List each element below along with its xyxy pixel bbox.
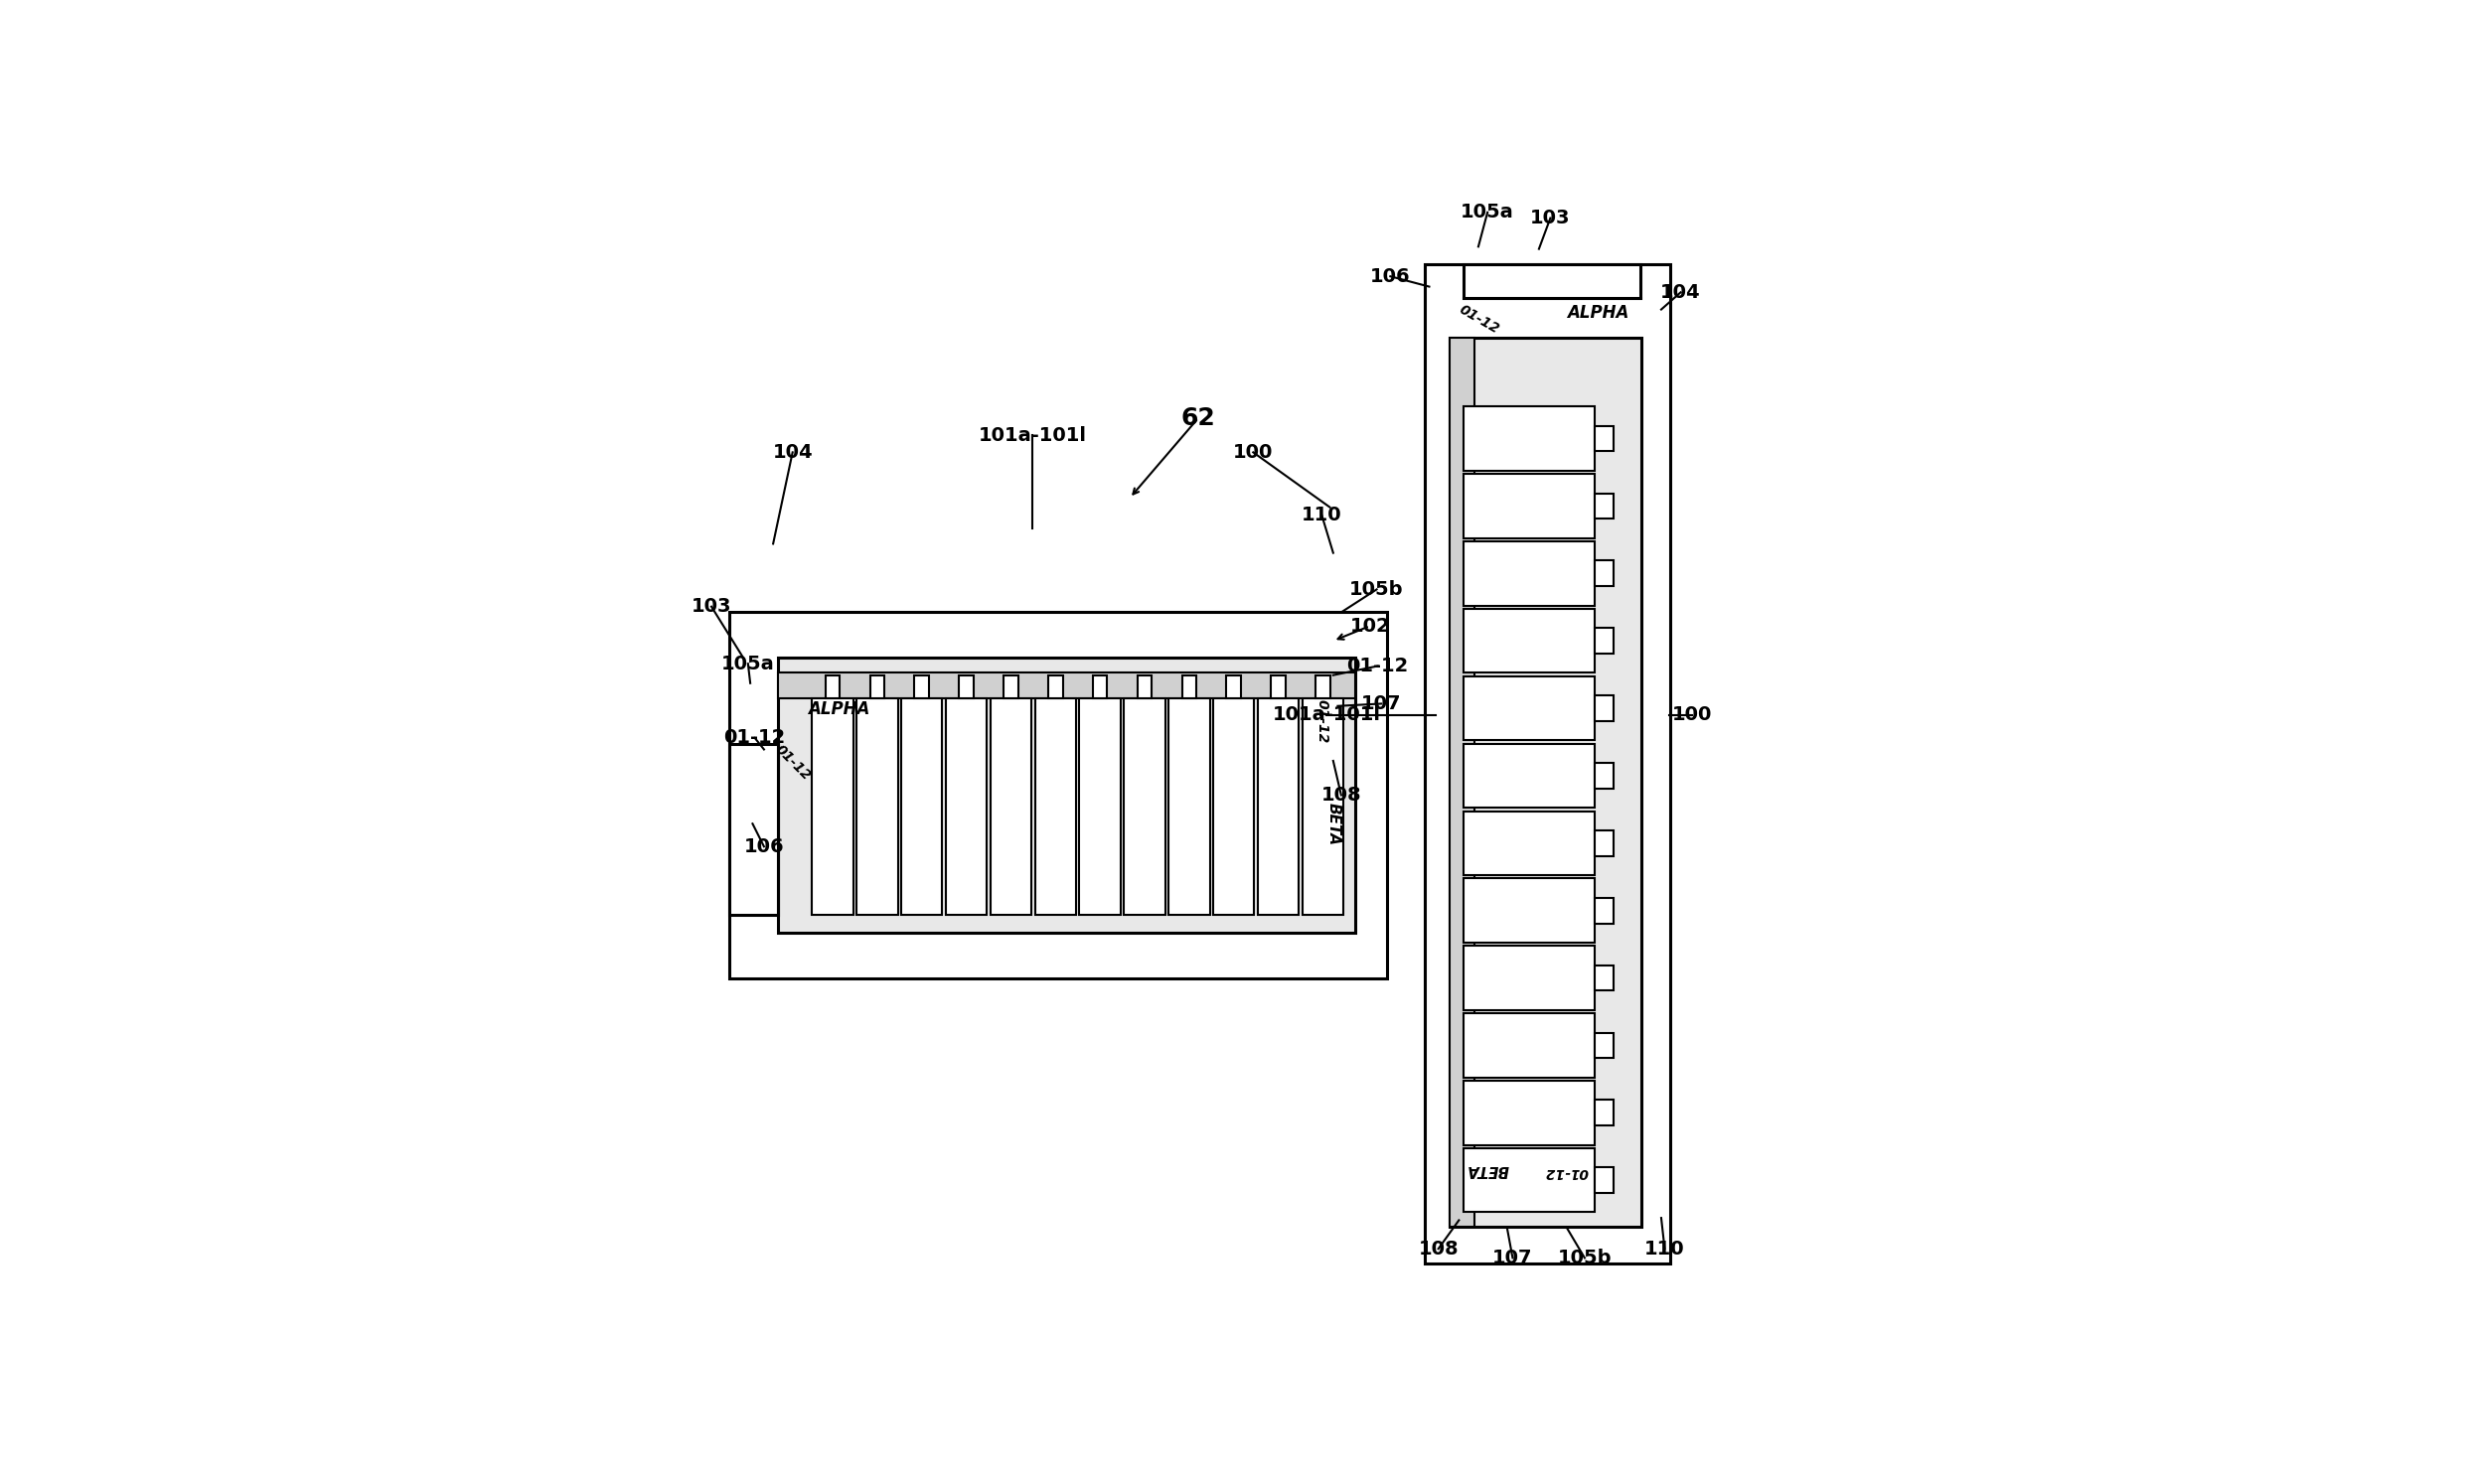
Bar [1463,542,1594,605]
Text: 107: 107 [1362,695,1402,714]
Bar [1463,879,1594,942]
Bar [1169,697,1209,916]
Text: 101a-101l: 101a-101l [979,426,1088,445]
Bar [902,697,942,916]
Text: ALPHA: ALPHA [808,700,870,718]
Bar [1271,675,1285,697]
Bar [1594,1033,1614,1058]
Bar [991,697,1031,916]
Bar [1449,338,1476,1227]
Bar [1463,1014,1594,1077]
Text: 108: 108 [1419,1239,1458,1258]
Bar [1449,338,1641,1227]
Bar [1463,1149,1594,1212]
Bar [1594,426,1614,451]
Bar [1463,812,1594,876]
Text: 105a: 105a [722,654,774,674]
Bar [1463,264,1641,298]
Text: 103: 103 [692,597,732,616]
Bar [1258,697,1298,916]
Bar [779,657,1355,932]
Text: 110: 110 [1303,506,1342,525]
Text: 104: 104 [771,442,813,462]
Bar [1594,561,1614,586]
Bar [1315,675,1330,697]
Text: 01-12: 01-12 [771,742,813,784]
Text: 102: 102 [1350,616,1389,635]
Text: 104: 104 [1661,283,1701,301]
Bar [1463,677,1594,741]
Text: 101a-101l: 101a-101l [1273,706,1379,724]
Text: 100: 100 [1234,442,1273,462]
Bar [1048,675,1063,697]
Bar [1080,697,1120,916]
Bar [1594,1100,1614,1125]
Bar [1463,1080,1594,1144]
Text: 103: 103 [1530,209,1570,227]
Bar [1594,493,1614,519]
Text: 01-12: 01-12 [1347,656,1409,675]
Text: BETA: BETA [1325,803,1340,844]
Text: 01-12: 01-12 [1545,1165,1589,1180]
Bar [729,743,779,916]
Bar [1303,697,1342,916]
Text: 62: 62 [1182,407,1216,430]
Text: 01-12: 01-12 [1315,699,1330,743]
Text: 106: 106 [1369,267,1412,286]
Bar [1594,628,1614,653]
Text: 105a: 105a [1461,203,1515,221]
Text: 100: 100 [1671,706,1713,724]
Bar [1463,473,1594,539]
Bar [779,672,1355,697]
Text: ALPHA: ALPHA [1567,304,1629,322]
Bar [1463,407,1594,470]
Bar [811,697,853,916]
Bar [1004,675,1018,697]
Bar [1214,697,1253,916]
Bar [1594,965,1614,991]
Text: 01-12: 01-12 [724,729,786,748]
Bar [1036,697,1075,916]
Bar [1463,743,1594,807]
Text: 01-12: 01-12 [1456,303,1503,337]
Bar [1594,1168,1614,1193]
Bar [1594,763,1614,788]
Bar [870,675,885,697]
Bar [1125,697,1164,916]
Bar [729,613,1387,978]
Bar [1093,675,1107,697]
Text: 108: 108 [1320,785,1362,804]
Bar [826,675,840,697]
Bar [1463,608,1594,672]
Text: 106: 106 [744,837,784,856]
Text: BETA: BETA [1466,1162,1508,1177]
Bar [1226,675,1241,697]
Bar [858,697,897,916]
Text: 110: 110 [1644,1239,1686,1258]
Bar [915,675,929,697]
Bar [1182,675,1196,697]
Bar [1594,831,1614,856]
Bar [1594,898,1614,923]
Bar [947,697,986,916]
Bar [959,675,974,697]
Text: 105b: 105b [1557,1248,1612,1267]
Bar [1424,264,1671,1264]
Bar [1594,696,1614,721]
Text: 105b: 105b [1350,580,1404,600]
Bar [1137,675,1152,697]
Bar [1463,945,1594,1011]
Text: 107: 107 [1493,1248,1533,1267]
